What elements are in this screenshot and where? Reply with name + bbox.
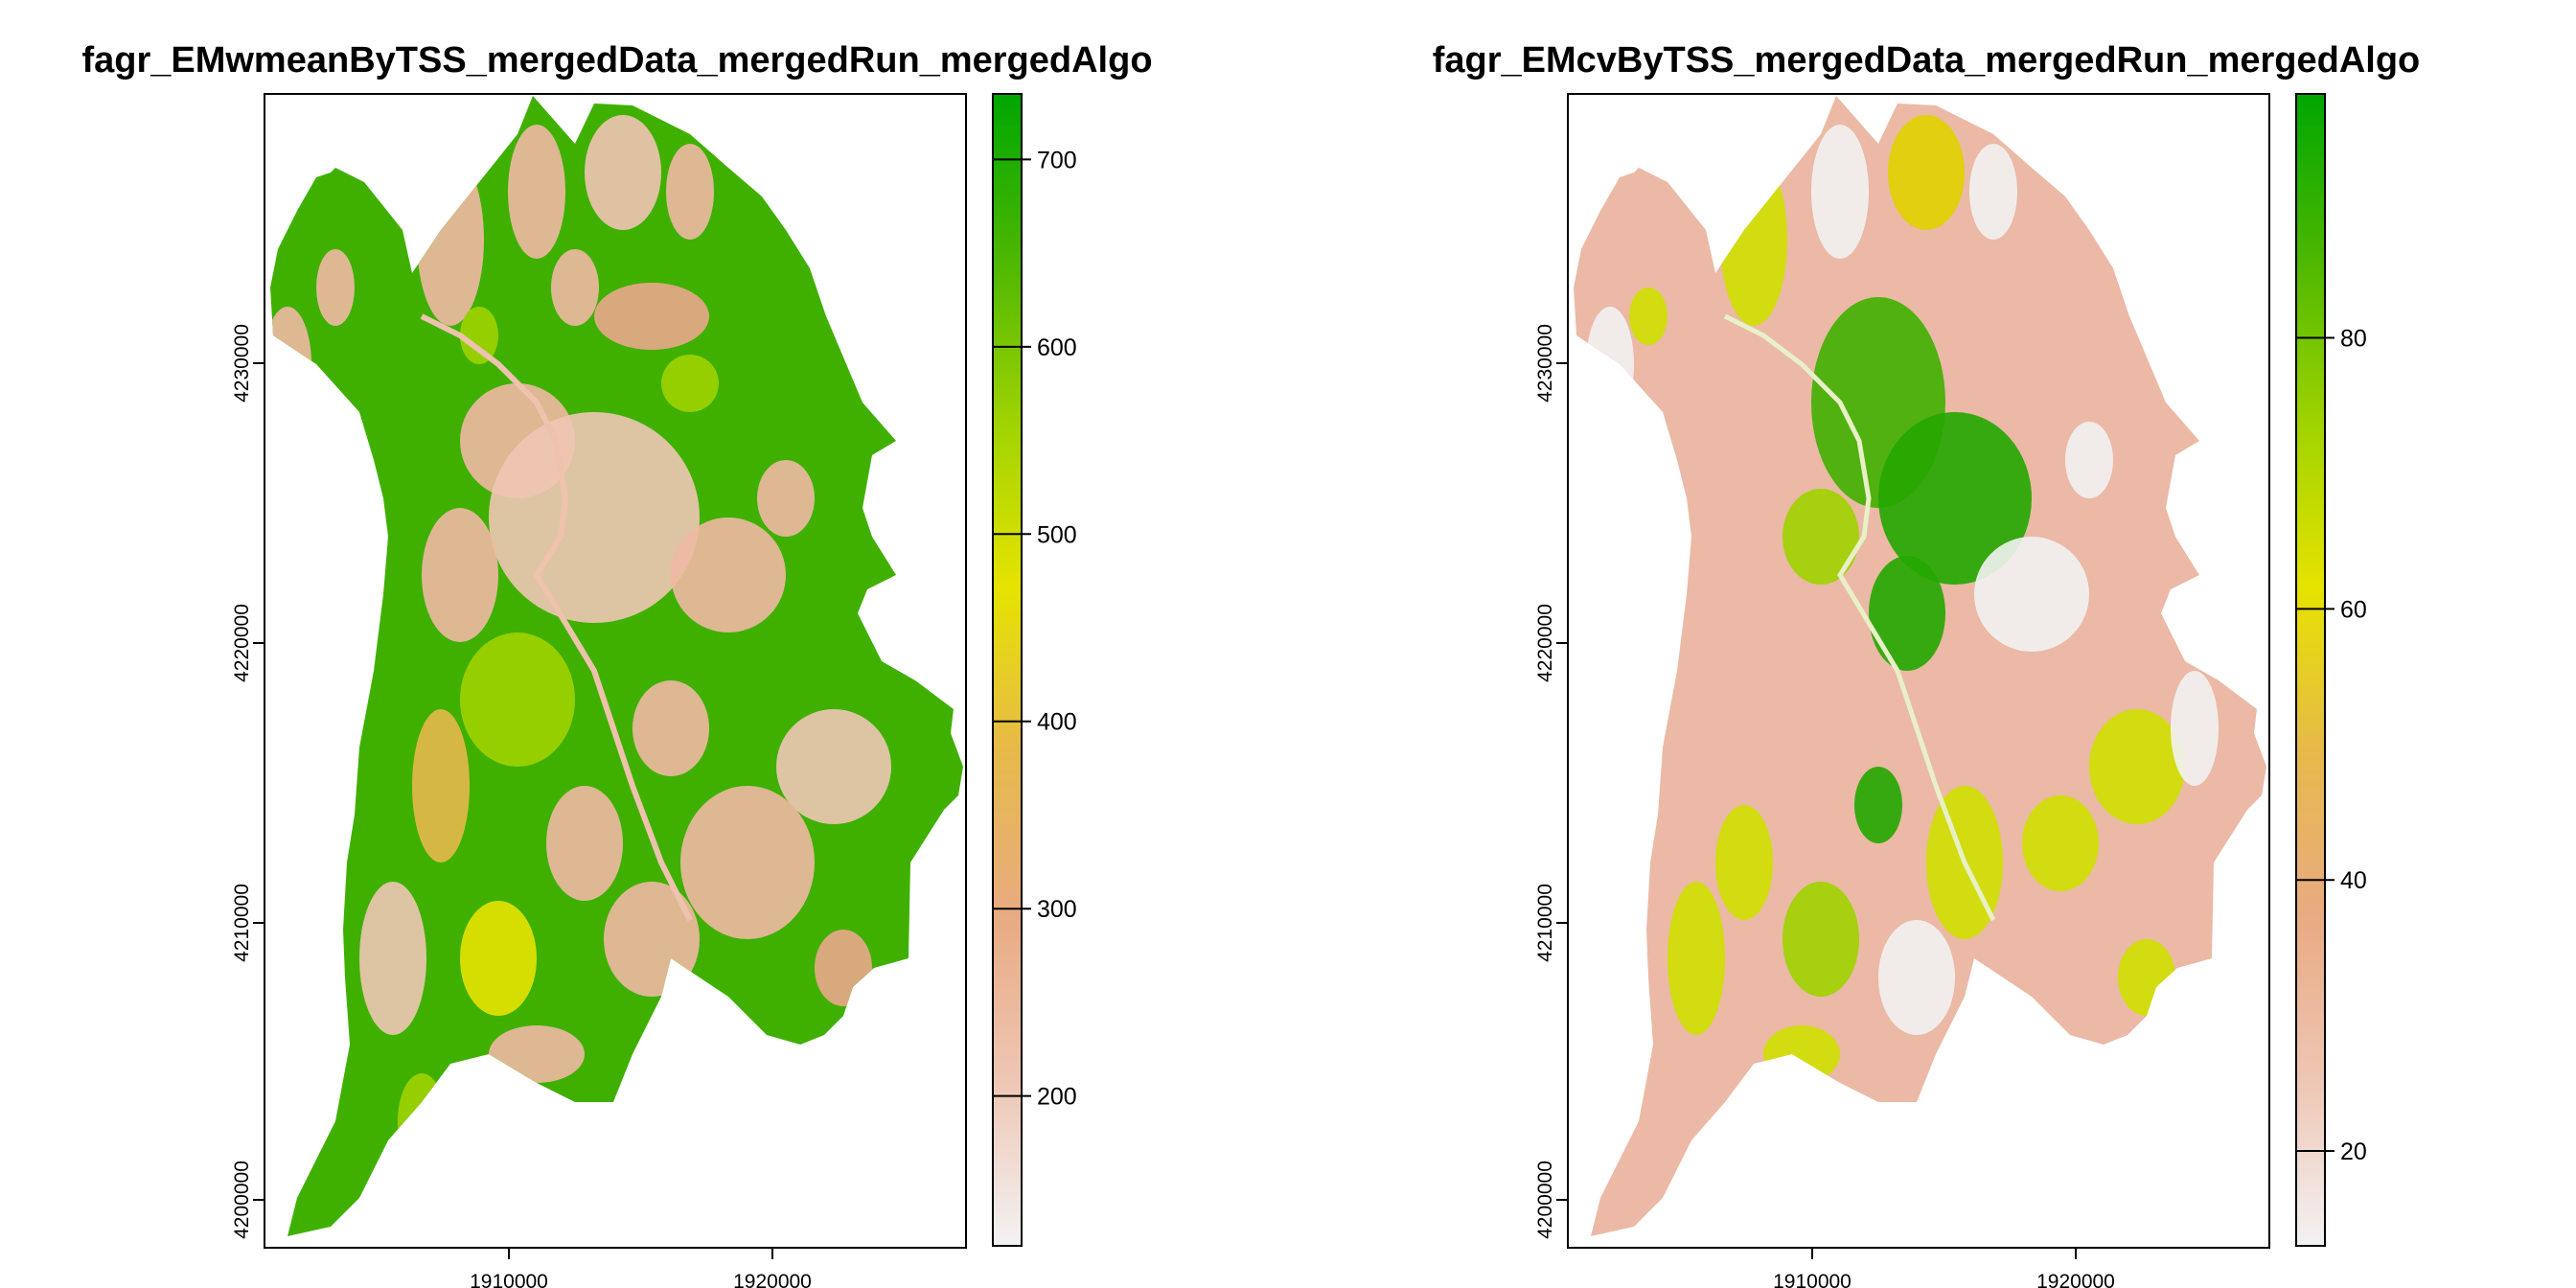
- raster-patch: [417, 153, 484, 326]
- raster-region-wmean: [270, 96, 963, 1236]
- title-wmean: fagr_EMwmeanByTSS_mergedData_mergedRun_m…: [81, 40, 1153, 80]
- raster-patch: [2022, 795, 2099, 891]
- raster-patch: [585, 115, 661, 230]
- colorbar-tick-label: 20: [2340, 1138, 2367, 1165]
- raster-patch: [359, 882, 426, 1035]
- map-frame-cv: [1567, 93, 2270, 1249]
- panel-cv: 1910000 1920000 4200000 4210000 4220000 4230…: [1534, 93, 2367, 1288]
- colorbar-tick-label: 80: [2340, 326, 2367, 353]
- raster-patch: [757, 460, 815, 537]
- colorbar-tick-label: 60: [2340, 596, 2367, 623]
- x-axis-wmean: 1910000 1920000: [470, 1248, 812, 1288]
- raster-patch: [1878, 920, 1955, 1035]
- raster-patch: [680, 786, 815, 939]
- y-tick-label: 4200000: [231, 1161, 253, 1239]
- raster-patch: [460, 632, 575, 767]
- raster-patch: [1878, 412, 2032, 585]
- raster-patch: [1586, 307, 1634, 422]
- y-tick-label: 4220000: [231, 604, 253, 682]
- raster-patch: [661, 355, 719, 412]
- colorbar-wmean: 200 300 400 500 600 700: [992, 93, 1077, 1247]
- raster-patch: [270, 307, 311, 422]
- raster-patch: [594, 283, 709, 350]
- raster-patch: [1715, 805, 1773, 920]
- raster-patch: [460, 307, 498, 364]
- raster-patch: [1763, 1025, 1840, 1083]
- raster-patch: [412, 709, 470, 862]
- raster-patch: [1720, 153, 1787, 326]
- raster-patch: [632, 680, 709, 776]
- x-tick-label: 1910000: [470, 1271, 548, 1288]
- colorbar-tick-label: 200: [1037, 1084, 1077, 1111]
- raster-patch: [1969, 144, 2017, 240]
- raster-patches-cv: [1586, 115, 2219, 1083]
- raster-patch: [316, 249, 355, 326]
- raster-patch: [508, 125, 565, 259]
- raster-patch: [671, 518, 786, 632]
- raster-patch: [1782, 489, 1859, 585]
- y-tick-label: 4230000: [1534, 324, 1556, 402]
- raster-patch: [815, 930, 872, 1006]
- raster-patches-wmean: [270, 115, 891, 1169]
- y-axis-wmean: 4200000 4210000 4220000 4230000: [231, 324, 264, 1239]
- x-tick-label: 1910000: [1773, 1271, 1852, 1288]
- raster-patch: [2171, 671, 2219, 786]
- river-cv: [1723, 313, 1996, 922]
- raster-patch: [422, 508, 498, 642]
- x-tick-label: 1920000: [2036, 1271, 2115, 1288]
- colorbar-tick-label: 40: [2340, 867, 2367, 894]
- raster-patch: [546, 786, 623, 901]
- colorbar-bar: [992, 93, 1023, 1247]
- raster-patch: [666, 144, 714, 240]
- colorbar-cv: 20 40 60 80: [2295, 93, 2367, 1247]
- raster-patch: [1811, 125, 1869, 259]
- y-tick-label: 4210000: [231, 884, 253, 962]
- x-tick-label: 1920000: [733, 1271, 812, 1288]
- y-tick-label: 4220000: [1534, 604, 1556, 682]
- colorbar-tick-label: 300: [1037, 896, 1077, 923]
- raster-patch: [1869, 556, 1945, 671]
- map-frame-wmean: [264, 93, 967, 1249]
- x-axis-cv: 1910000 1920000: [1773, 1248, 2115, 1288]
- raster-patch: [1888, 115, 1965, 230]
- raster-patch: [1974, 537, 2089, 652]
- title-cv: fagr_EMcvByTSS_mergedData_mergedRun_merg…: [1432, 40, 2421, 80]
- colorbar-tick-label: 700: [1037, 147, 1077, 173]
- raster-patch: [1854, 767, 1902, 843]
- colorbar-bar: [2295, 93, 2326, 1247]
- raster-patch: [489, 412, 700, 623]
- raster-patch: [1668, 882, 1725, 1035]
- raster-patch: [776, 709, 891, 824]
- raster-patch: [1629, 288, 1668, 345]
- colorbar-tick-label: 600: [1037, 334, 1077, 361]
- y-axis-cv: 4200000 4210000 4220000 4230000: [1534, 324, 1568, 1239]
- raster-patch: [2089, 709, 2185, 824]
- river-wmean: [420, 313, 693, 922]
- raster-patch: [551, 249, 599, 326]
- raster-patch: [2118, 939, 2175, 1016]
- raster-patch: [398, 1073, 446, 1169]
- panel-wmean: 1910000 1920000 4200000 4210000 4220000 4230…: [231, 93, 1077, 1288]
- raster-patch: [1782, 882, 1859, 997]
- raster-patch: [460, 901, 537, 1016]
- raster-patch: [489, 1025, 585, 1083]
- y-tick-label: 4230000: [231, 324, 253, 402]
- raster-patch: [2065, 422, 2113, 498]
- colorbar-tick-label: 400: [1037, 709, 1077, 736]
- y-tick-label: 4210000: [1534, 884, 1556, 962]
- y-tick-label: 4200000: [1534, 1161, 1556, 1239]
- raster-patch: [604, 882, 700, 997]
- colorbar-tick-label: 500: [1037, 521, 1077, 548]
